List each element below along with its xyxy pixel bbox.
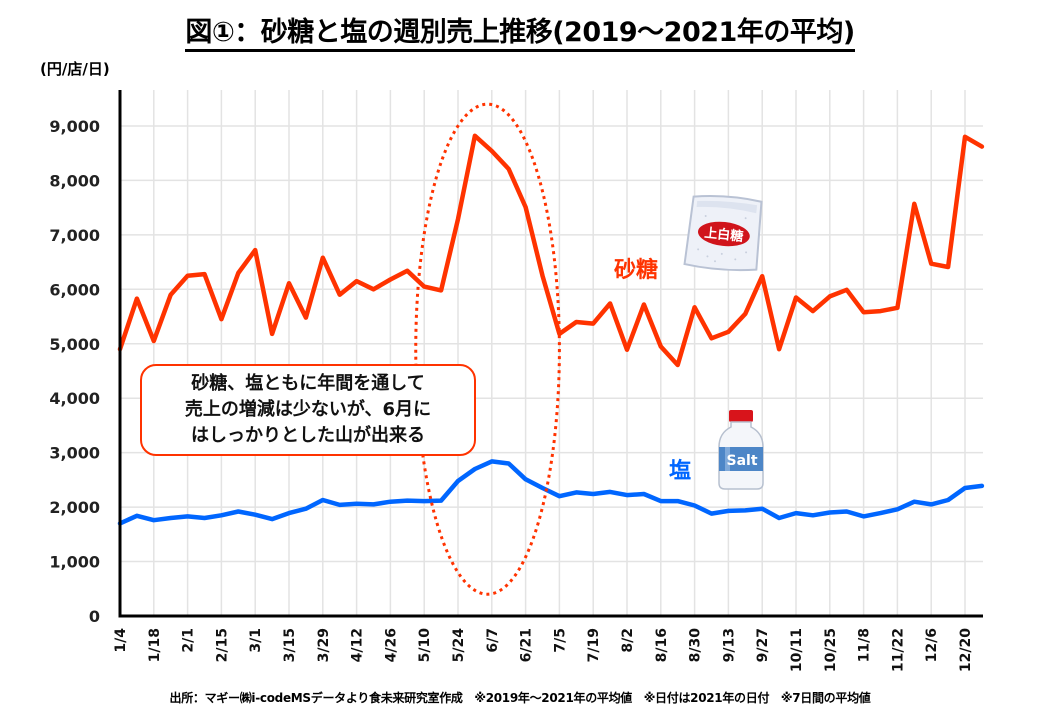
x-tick-label: 7/19 — [586, 628, 602, 662]
x-tick-label: 2/1 — [181, 628, 197, 653]
y-tick-label: 1,000 — [49, 553, 100, 572]
source-note: 出所：マギー㈱i-codeMSデータより食未来研究室作成 ※2019年～2021… — [169, 691, 871, 705]
gridlines — [120, 90, 983, 616]
x-tick-label: 8/2 — [620, 628, 636, 653]
x-tick-label: 12/20 — [958, 628, 974, 672]
y-tick-label: 7,000 — [49, 226, 100, 245]
sugar-bag-label: 上白糖 — [704, 225, 744, 245]
x-axis-ticks: 1/4 1/18 2/1 2/15 3/1 3/15 3/29 4/12 4/26 5/10 5/2… — [113, 628, 974, 672]
y-axis-ticks: 0 1,000 2,000 3,000 4,000 5,000 6,000 7,000 8,00… — [49, 117, 100, 626]
x-tick-label: 3/29 — [316, 628, 332, 662]
x-tick-label: 10/11 — [789, 628, 805, 672]
x-tick-label: 12/6 — [924, 628, 940, 662]
chart-title-text: 図①：砂糖と塩の週別売上推移(2019～2021年の平均) — [185, 17, 855, 52]
x-tick-label: 5/24 — [451, 628, 467, 663]
annotation-line: 砂糖、塩ともに年間を通して — [191, 373, 425, 394]
x-tick-label: 11/8 — [857, 628, 873, 662]
y-tick-label: 9,000 — [49, 117, 100, 136]
salt-bottle-label: Salt — [726, 453, 757, 469]
series-line-sugar — [117, 133, 985, 368]
axes — [118, 90, 983, 618]
y-tick-label: 2,000 — [49, 498, 100, 517]
x-tick-label: 8/30 — [688, 628, 704, 663]
legend-label-salt: 塩 — [669, 459, 692, 484]
x-tick-label: 4/12 — [350, 628, 366, 662]
y-tick-label: 3,000 — [49, 444, 100, 463]
y-axis-unit-label: (円/店/日) — [40, 60, 110, 78]
x-tick-label: 1/18 — [147, 628, 163, 662]
y-tick-label: 5,000 — [49, 335, 100, 354]
x-tick-label: 1/4 — [113, 628, 129, 653]
x-tick-label: 9/13 — [721, 628, 737, 662]
annotation-box: 砂糖、塩ともに年間を通して 売上の増減は少ないが、6月に はしっかりとした山が出… — [140, 364, 476, 456]
x-tick-label: 6/7 — [485, 628, 501, 653]
annotation-line: 売上の増減は少ないが、6月に — [184, 399, 432, 420]
x-tick-label: 8/16 — [654, 628, 670, 662]
x-tick-label: 5/10 — [417, 628, 433, 663]
y-tick-label: 0 — [89, 607, 100, 626]
annotation-line: はしっかりとした山が出来る — [191, 425, 425, 446]
y-tick-label: 6,000 — [49, 280, 100, 299]
salt-bottle-icon: Salt — [715, 409, 767, 491]
highlight-ellipse — [414, 102, 561, 596]
x-tick-label: 7/5 — [552, 628, 568, 653]
x-tick-label: 3/15 — [282, 628, 298, 662]
x-tick-label: 10/25 — [823, 628, 839, 672]
x-tick-label: 9/27 — [755, 628, 771, 662]
chart-title: 図①：砂糖と塩の週別売上推移(2019～2021年の平均) — [0, 10, 1040, 52]
highlight-layer — [414, 102, 561, 596]
y-tick-label: 8,000 — [49, 171, 100, 190]
legend-label-sugar: 砂糖 — [614, 258, 659, 283]
series-lines — [117, 133, 985, 526]
series-line-salt — [117, 459, 985, 526]
x-tick-label: 3/1 — [248, 628, 264, 653]
line-chart: 0 1,000 2,000 3,000 4,000 5,000 6,000 7,000 8,00… — [49, 90, 985, 672]
y-tick-label: 4,000 — [49, 389, 100, 408]
x-tick-label: 4/26 — [383, 628, 399, 662]
sugar-bag-icon: 上白糖 — [680, 188, 768, 278]
x-tick-label: 11/22 — [890, 628, 906, 672]
x-tick-label: 2/15 — [214, 628, 230, 662]
x-tick-label: 6/21 — [519, 628, 535, 662]
